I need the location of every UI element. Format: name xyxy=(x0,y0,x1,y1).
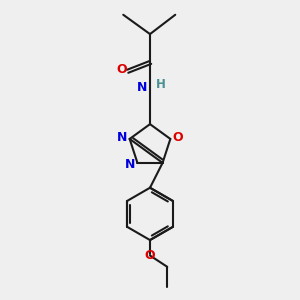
Text: N: N xyxy=(124,158,135,170)
Text: N: N xyxy=(137,81,148,94)
Text: H: H xyxy=(156,77,166,91)
Text: N: N xyxy=(117,131,127,144)
Text: O: O xyxy=(116,63,127,76)
Text: O: O xyxy=(145,249,155,262)
Text: O: O xyxy=(172,131,183,144)
